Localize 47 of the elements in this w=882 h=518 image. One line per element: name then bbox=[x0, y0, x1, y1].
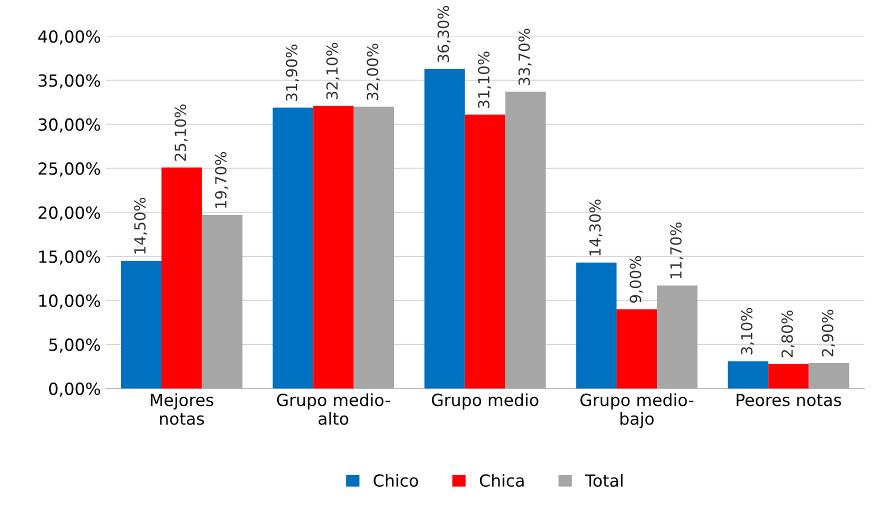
data-label: 2,90% bbox=[822, 310, 835, 356]
data-label: 9,00% bbox=[630, 256, 643, 303]
data-label: 33,70% bbox=[518, 28, 532, 86]
x-tick-label: Peores notas bbox=[736, 394, 842, 406]
bar bbox=[354, 106, 394, 388]
legend-label: Chica bbox=[480, 474, 524, 487]
y-tick-label: 5,00% bbox=[49, 338, 100, 353]
x-tick-label: Grupo medio bbox=[432, 393, 538, 410]
data-label: 14,30% bbox=[589, 200, 602, 256]
data-label: 3,10% bbox=[740, 308, 754, 354]
y-tick-label: 20,00% bbox=[38, 206, 100, 221]
data-label: 32,10% bbox=[326, 42, 340, 100]
x-tick-label: Grupo medio- bajo bbox=[580, 393, 694, 428]
y-tick-label: 15,00% bbox=[39, 250, 100, 265]
bar bbox=[202, 215, 242, 388]
y-tick-label: 40,00% bbox=[38, 30, 100, 45]
bar bbox=[768, 364, 809, 388]
bar bbox=[272, 108, 314, 388]
bar bbox=[313, 106, 354, 388]
y-tick-label: 0,00% bbox=[49, 382, 100, 397]
bar bbox=[424, 68, 465, 388]
bar bbox=[121, 260, 162, 388]
x-tick-label: Grupo medio- alto bbox=[277, 393, 390, 425]
bar bbox=[616, 309, 658, 388]
data-label: 32,00% bbox=[366, 44, 380, 100]
legend-label: Chico bbox=[374, 474, 418, 487]
bar bbox=[657, 285, 698, 388]
y-tick-label: 30,00% bbox=[38, 118, 100, 133]
bar bbox=[808, 362, 850, 388]
x-tick-label: Mejores notas bbox=[150, 393, 214, 425]
bar bbox=[464, 114, 506, 388]
y-tick-label: 10,00% bbox=[39, 294, 100, 309]
data-label: 14,50% bbox=[134, 198, 148, 254]
data-label: 19,70% bbox=[215, 152, 228, 208]
y-tick-label: 25,00% bbox=[38, 162, 100, 177]
data-label: 31,10% bbox=[478, 52, 492, 108]
bar bbox=[576, 262, 617, 388]
bar bbox=[161, 167, 202, 388]
bar bbox=[505, 92, 546, 388]
data-label: 31,90% bbox=[286, 44, 299, 101]
data-label: 36,30% bbox=[438, 6, 451, 62]
legend-label: Total bbox=[585, 474, 623, 487]
data-label: 25,10% bbox=[174, 104, 188, 161]
y-tick-label: 35,00% bbox=[38, 74, 100, 89]
data-label: 2,80% bbox=[781, 310, 794, 358]
data-label: 11,70% bbox=[670, 222, 684, 278]
bar bbox=[728, 361, 768, 388]
